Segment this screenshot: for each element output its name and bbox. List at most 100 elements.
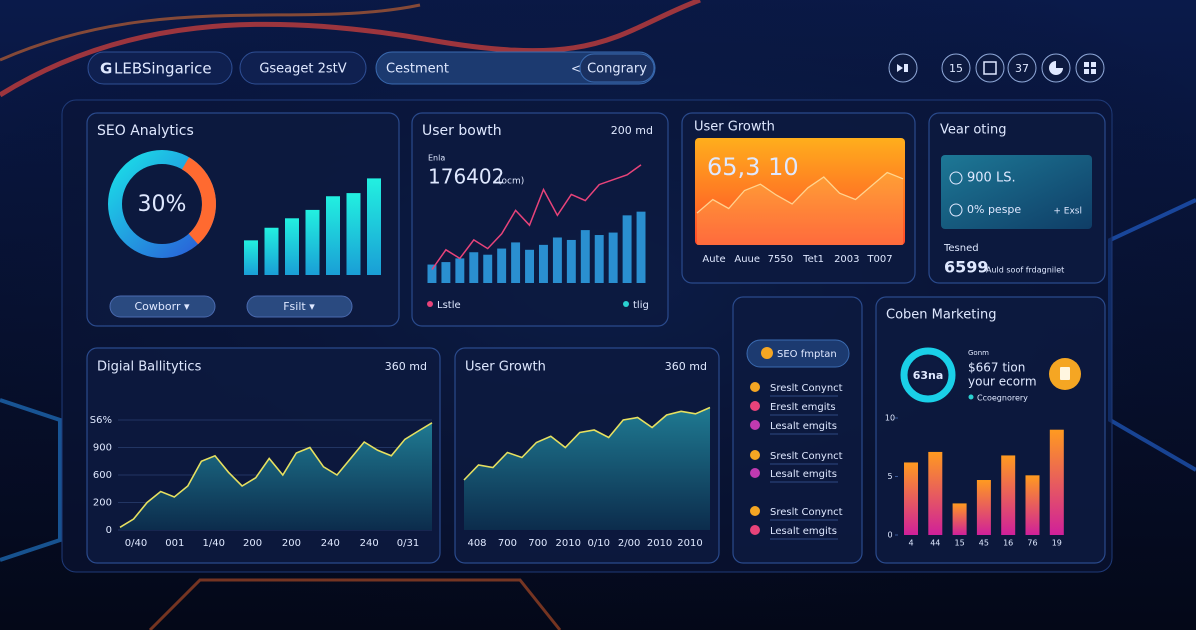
bar [539, 244, 548, 283]
x-tick-label: 0/40 [125, 538, 147, 549]
y-tick-label: 200 [93, 498, 112, 509]
icon [1084, 62, 1096, 74]
list-item[interactable]: Lesalt emgits [770, 526, 837, 537]
icon-button[interactable] [975, 53, 1005, 83]
legend-label: tlig [633, 300, 649, 311]
list-dot [750, 382, 760, 392]
panel-title: User Growth [694, 120, 775, 135]
icon [949, 203, 963, 217]
list-item[interactable]: Sreslt Conynct [770, 451, 843, 462]
x-tick-label: 16 [1003, 539, 1013, 548]
bar [264, 227, 279, 275]
donut-inner [910, 357, 946, 393]
bar [469, 252, 479, 283]
pill[interactable] [109, 295, 216, 318]
x-tick-label: 44 [930, 539, 940, 548]
panel-title: User Growth [465, 360, 546, 375]
bar [525, 249, 534, 283]
pill[interactable] [239, 51, 367, 85]
legend-label: Lstle [437, 300, 461, 311]
line [431, 164, 642, 270]
bar [1025, 475, 1040, 535]
x-tick-label: T007 [866, 254, 892, 265]
caption: Gonm [968, 349, 989, 357]
x-tick-label: 2010 [677, 538, 702, 549]
icon-button[interactable] [1007, 53, 1037, 83]
x-tick-label: 240 [360, 538, 379, 549]
x-tick-label: 0/31 [397, 538, 419, 549]
panel-range: 200 md [611, 124, 653, 137]
icon [1060, 367, 1070, 380]
list-item[interactable]: Sreslt Conynct [770, 507, 843, 518]
bar [952, 503, 967, 535]
x-tick-label: 45 [979, 539, 989, 548]
list-dot [750, 506, 760, 516]
bar [441, 262, 451, 283]
list-dot [750, 468, 760, 478]
button-label: Cowborr ▾ [135, 300, 190, 313]
panel [86, 112, 400, 327]
bar [552, 237, 562, 283]
donut-label: 63na [913, 369, 944, 382]
panel-range: 360 md [385, 360, 427, 373]
x-tick-label: Tet1 [802, 254, 824, 265]
bar [511, 242, 521, 283]
list-item[interactable]: Ereslt emgits [770, 402, 836, 413]
caption: Ccoegnorery [977, 394, 1028, 403]
list-dot [750, 525, 760, 535]
bar [904, 462, 918, 535]
bar [305, 209, 320, 275]
caption: Enla [428, 154, 445, 163]
action[interactable]: + Exsl [1053, 207, 1082, 217]
list-item[interactable]: Lesalt emgits [770, 469, 837, 480]
decor-curve [0, 0, 701, 98]
x-tick-label: Auue [734, 254, 760, 265]
caption: Tesned [943, 243, 979, 254]
pill[interactable] [746, 339, 850, 368]
icon [1049, 61, 1063, 75]
x-tick-label: 4 [908, 539, 913, 548]
x-tick-label: 408 [467, 538, 486, 549]
list-item[interactable]: Lesalt emgits [770, 421, 837, 432]
bar [622, 215, 632, 283]
search-arrow: < [571, 62, 581, 76]
list-dot [750, 420, 760, 430]
pill-label: SEO fmptan [777, 349, 837, 360]
y-tick-label: 0 [106, 525, 112, 536]
pill[interactable] [246, 295, 353, 318]
icon [897, 64, 908, 72]
pill[interactable] [579, 53, 655, 83]
donut-label: 30% [138, 192, 187, 217]
metric-unit: (ocm) [498, 177, 524, 187]
x-tick-label: 15 [955, 539, 965, 548]
bar [326, 196, 340, 275]
bar [367, 178, 381, 275]
line [696, 171, 904, 214]
note: Auld soof frdagnilet [986, 266, 1064, 275]
x-tick-label: 240 [321, 538, 340, 549]
bar [608, 232, 618, 283]
bar [566, 239, 576, 283]
headline: your ecorm [968, 375, 1037, 389]
decor-line [148, 578, 562, 630]
panel-title: Vear oting [940, 123, 1006, 138]
panel-title: Digial Ballitytics [97, 360, 202, 375]
list-item[interactable]: Sreslt Conynct [770, 383, 843, 394]
pill-dot [761, 347, 773, 359]
x-tick-label: 2/00 [618, 538, 640, 549]
y-tick-label: S6% [90, 415, 112, 426]
icon-button[interactable] [1075, 53, 1105, 83]
y-tick-label: 900 [93, 443, 112, 454]
area [464, 407, 710, 530]
button-label: Gseaget 2stV [259, 62, 346, 77]
donut-segment [108, 150, 216, 258]
panel-title: Coben Marketing [886, 308, 996, 323]
x-tick-label: 7550 [768, 254, 793, 265]
list-dot [750, 450, 760, 460]
pill[interactable] [87, 51, 233, 85]
icon-button[interactable] [941, 53, 971, 83]
bar [346, 193, 361, 275]
legend-swatch [427, 301, 433, 307]
bar [1001, 455, 1016, 535]
